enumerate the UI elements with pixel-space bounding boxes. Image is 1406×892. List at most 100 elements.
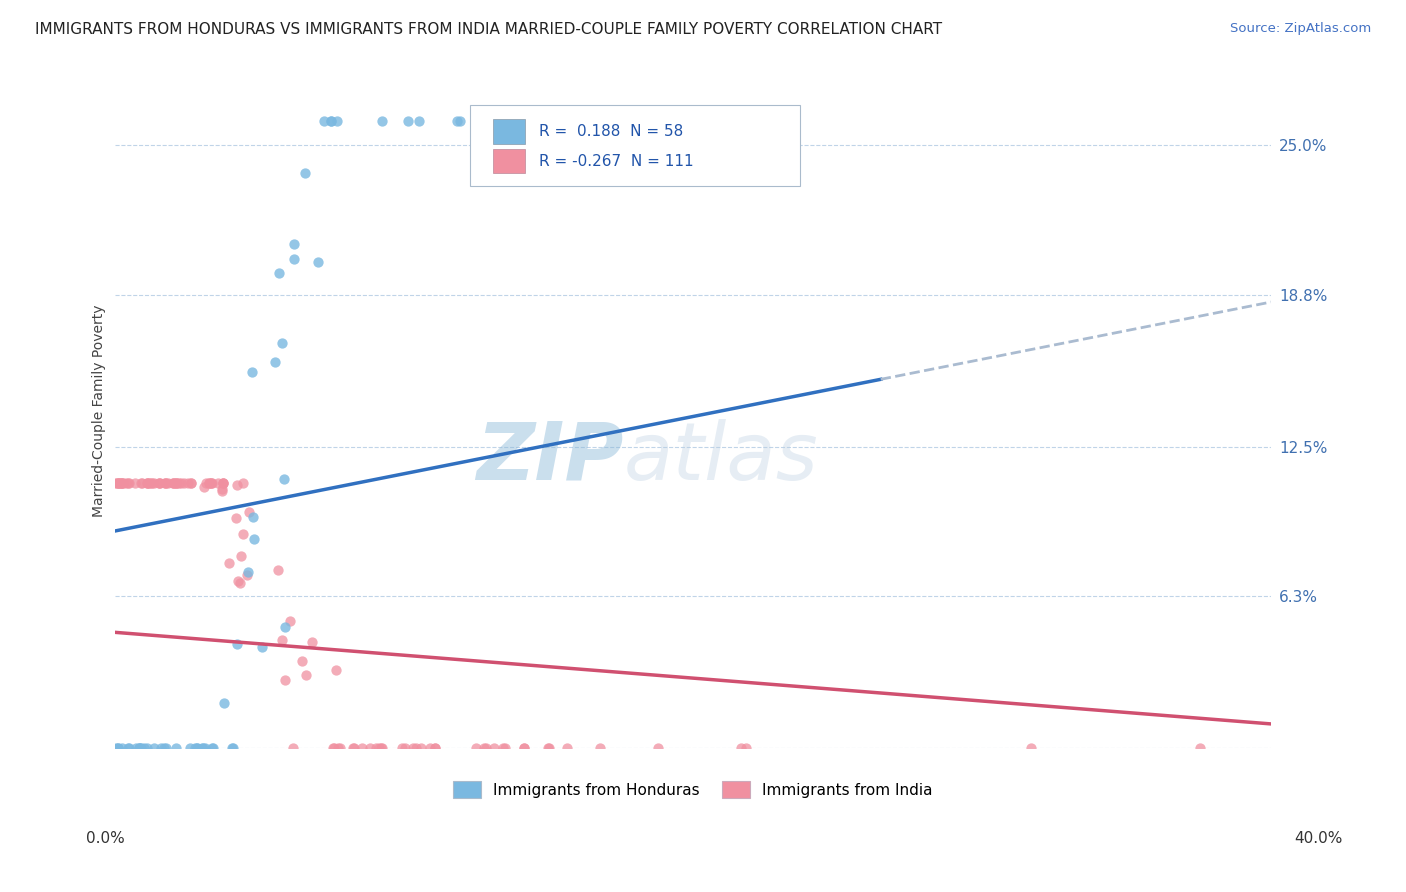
Text: atlas: atlas [623,418,818,497]
Point [225,510,247,524]
Point [322,741,344,756]
Text: ZIP: ZIP [477,418,623,497]
Point [740,114,762,128]
Point [211,483,233,498]
Point [142,741,165,756]
Point [368,741,391,756]
Y-axis label: Married-Couple Family Poverty: Married-Couple Family Poverty [93,304,107,516]
Point [179,741,201,756]
Point [193,480,215,494]
Point [153,741,176,756]
Point [104,475,127,490]
Point [198,475,221,490]
Point [419,741,441,756]
Point [271,335,294,350]
Point [242,365,264,379]
Point [232,527,254,541]
Point [391,741,413,756]
Point [423,741,446,756]
Point [325,114,347,128]
Point [107,475,129,490]
Text: IMMIGRANTS FROM HONDURAS VS IMMIGRANTS FROM INDIA MARRIED-COUPLE FAMILY POVERTY : IMMIGRANTS FROM HONDURAS VS IMMIGRANTS F… [35,22,942,37]
Point [513,741,536,756]
Point [371,114,394,128]
Point [734,741,756,756]
Point [125,741,148,756]
Point [271,633,294,648]
Point [156,475,179,490]
Point [307,254,329,268]
Point [148,475,170,490]
Point [138,475,160,490]
Text: R = -0.267  N = 111: R = -0.267 N = 111 [538,153,693,169]
Point [449,114,471,128]
Point [104,741,127,756]
Point [273,673,295,688]
Point [250,640,273,654]
Point [647,741,669,756]
Point [118,475,141,490]
Point [221,741,243,756]
Point [274,619,297,633]
Point [111,475,134,490]
Point [173,475,195,490]
Point [343,741,366,756]
Point [165,475,187,490]
Point [165,741,187,756]
Point [267,563,290,577]
Point [129,741,152,756]
Point [394,741,416,756]
Point [191,741,214,756]
Point [314,114,336,128]
Point [264,355,287,369]
Point [405,741,427,756]
Point [242,532,264,546]
Point [226,637,249,651]
Point [180,475,202,490]
Point [141,475,163,490]
Point [294,166,316,180]
Point [1189,741,1212,756]
Point [128,741,150,756]
Point [129,475,152,490]
Point [107,741,129,756]
Point [195,475,218,490]
Point [319,114,342,128]
Point [136,475,159,490]
Point [236,567,259,582]
Point [201,741,224,756]
Point [446,114,468,128]
Point [162,475,184,490]
Point [1019,741,1042,756]
Point [371,741,394,756]
Point [111,475,134,490]
Point [359,741,381,756]
Point [301,635,323,649]
Point [402,741,425,756]
Point [475,741,498,756]
Point [538,114,561,128]
Point [191,741,214,756]
Point [110,475,132,490]
Point [212,696,235,710]
Point [180,475,202,490]
Point [319,114,342,128]
Point [207,475,229,490]
FancyBboxPatch shape [470,104,800,186]
Point [538,741,561,756]
Text: Source: ZipAtlas.com: Source: ZipAtlas.com [1230,22,1371,36]
Point [167,475,190,490]
Point [134,741,156,756]
Point [465,741,488,756]
Point [136,475,159,490]
Point [229,576,252,591]
Point [165,475,187,490]
Point [278,614,301,628]
Point [370,741,392,756]
Point [131,475,153,490]
Point [366,741,388,756]
Point [114,475,136,490]
Point [141,475,163,490]
Point [232,475,254,490]
Point [197,475,219,490]
